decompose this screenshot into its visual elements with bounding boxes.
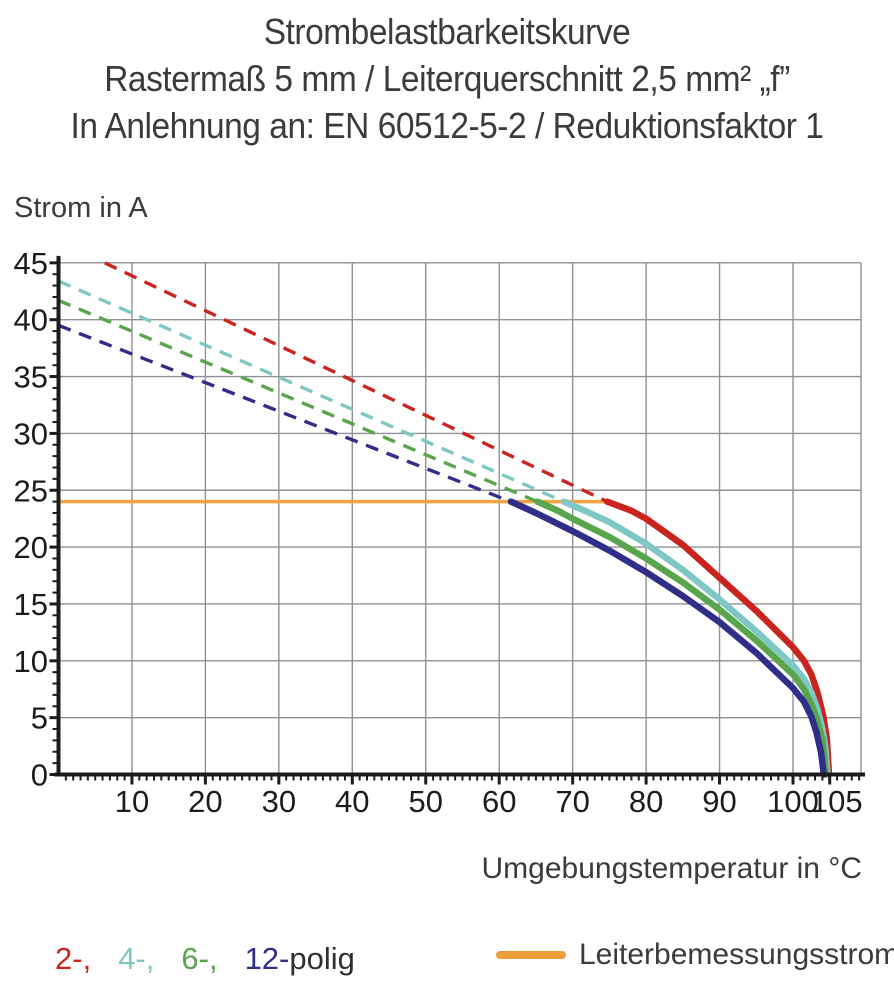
y-tick-label-30: 30: [14, 416, 48, 451]
solid-curves: [507, 498, 833, 778]
x-tick-label-30: 30: [262, 784, 296, 819]
axis-ticks: [49, 261, 861, 785]
solid-curve-12-polig: [507, 498, 828, 778]
axes: [54, 255, 865, 777]
tick-labels: 0 5 10 15 20 25 30 35 40 45 10 20 30 40 50 60 70 80 90 1001…: [14, 246, 863, 819]
poles-legend: 2-, 4-, 6-, 12- polig: [55, 941, 355, 977]
gridlines: [58, 262, 862, 775]
chart-title-line-1: Strombelastbarkeitskurve: [263, 11, 631, 52]
x-tick-label-70: 70: [555, 784, 589, 819]
y-tick-label-20: 20: [14, 530, 48, 565]
x-tick-label-40: 40: [335, 784, 369, 819]
dashed-curve-2-polig: [104, 261, 608, 504]
x-tick-label-90: 90: [702, 784, 736, 819]
y-tick-label-35: 35: [14, 360, 48, 395]
legend-item-4-polig: 4-,: [118, 941, 155, 976]
reference-line-label: Leiterbemessungsstrom: [579, 938, 894, 971]
reference-line-swatch: [496, 951, 566, 959]
x-tick-label-100: 100: [767, 784, 819, 819]
legend-item-6-polig: 6-,: [181, 941, 218, 976]
y-axis-title: Strom in A: [14, 192, 148, 224]
x-tick-label-60: 60: [482, 784, 516, 819]
y-tick-label-10: 10: [14, 644, 48, 679]
chart-title-line-2: Rastermaß 5 mm / Leiterquerschnitt 2,5 m…: [104, 58, 790, 99]
legend-item-2-polig: 2-,: [55, 941, 92, 976]
y-tick-label-15: 15: [14, 587, 48, 622]
chart-title-block: Strombelastbarkeitskurve Rastermaß 5 mm …: [0, 8, 894, 149]
x-tick-label-80: 80: [629, 784, 663, 819]
y-tick-label-40: 40: [14, 303, 48, 338]
legend-item-12-polig: 12-: [244, 941, 290, 976]
y-tick-label-45: 45: [14, 246, 48, 281]
y-tick-label-0: 0: [31, 758, 48, 793]
chart-title-line-3: In Anlehnung an: EN 60512-5-2 / Reduktio…: [70, 105, 824, 146]
solid-curve-6-polig: [534, 498, 830, 778]
x-tick-label-50: 50: [409, 784, 443, 819]
y-tick-label-5: 5: [31, 701, 48, 736]
solid-curve-2-polig: [603, 498, 833, 778]
dashed-curve-6-polig: [57, 298, 539, 504]
x-axis-title: Umgebungstemperatur in °C: [481, 852, 862, 885]
dashed-curve-4-polig: [57, 279, 565, 504]
x-tick-label-105: 105: [811, 784, 863, 819]
x-tick-label-20: 20: [188, 784, 222, 819]
dashed-curve-12-polig: [57, 323, 512, 504]
reference-line-legend: Leiterbemessungsstrom: [496, 938, 894, 972]
legend-item-polig-suffix: polig: [289, 941, 355, 976]
derating-curves-plot: 0 5 10 15 20 25 30 35 40 45 10 20 30 40 50 60 70 80 90 1001…: [14, 246, 865, 819]
y-tick-label-25: 25: [14, 473, 48, 508]
x-tick-label-10: 10: [115, 784, 149, 819]
dashed-curves: [57, 261, 608, 504]
